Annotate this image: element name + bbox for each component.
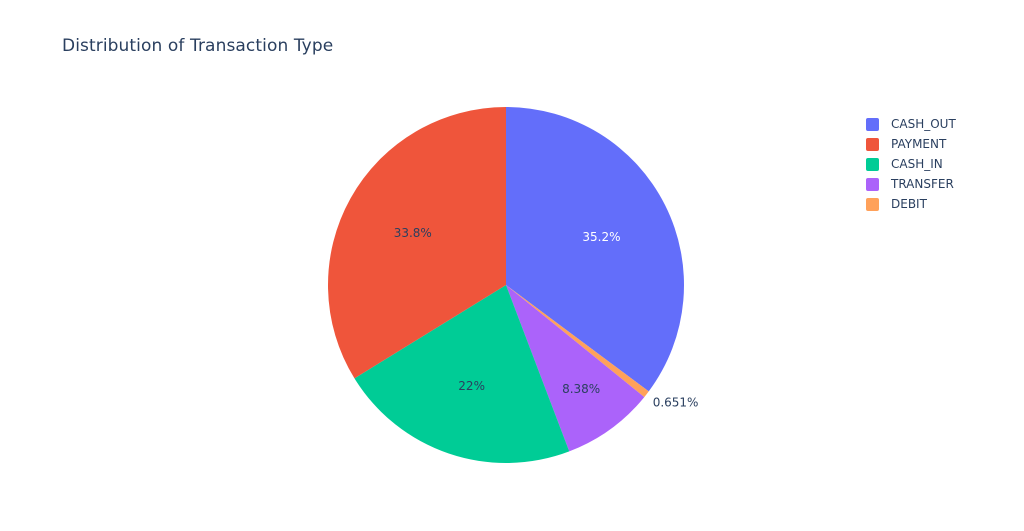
slice-label-transfer: 8.38%: [562, 382, 600, 396]
chart-title: Distribution of Transaction Type: [62, 36, 334, 56]
legend-item-cash-in[interactable]: CASH_IN: [866, 154, 1016, 174]
pie-slice-cash-in[interactable]: [354, 285, 570, 463]
legend-swatch-payment: [866, 137, 879, 151]
legend-item-cash-out[interactable]: CASH_OUT: [866, 114, 1016, 134]
slice-label-payment: 33.8%: [394, 226, 432, 240]
legend-item-debit[interactable]: DEBIT: [866, 194, 1016, 214]
slice-label-cash-out: 35.2%: [582, 230, 620, 244]
legend-swatch-cash-in: [866, 157, 879, 171]
legend-label: TRANSFER: [891, 177, 954, 191]
legend-item-payment[interactable]: PAYMENT: [866, 134, 1016, 154]
legend-label: PAYMENT: [891, 137, 947, 151]
legend-swatch-debit: [866, 197, 879, 211]
legend-swatch-cash-out: [866, 117, 879, 131]
legend-label: CASH_OUT: [891, 117, 956, 131]
slice-label-debit: 0.651%: [653, 396, 699, 410]
slice-label-cash-in: 22%: [458, 379, 485, 393]
pie-slice-cash-out[interactable]: [506, 107, 685, 392]
pie-slice-payment[interactable]: [328, 106, 506, 379]
legend: CASH_OUT PAYMENT CASH_IN TRANSFER DEBIT: [866, 114, 1016, 214]
pie-slice-transfer[interactable]: [506, 285, 645, 452]
legend-swatch-transfer: [866, 177, 879, 191]
legend-item-transfer[interactable]: TRANSFER: [866, 174, 1016, 194]
legend-label: DEBIT: [891, 197, 927, 211]
legend-label: CASH_IN: [891, 157, 943, 171]
pie-slice-debit[interactable]: [506, 285, 649, 398]
